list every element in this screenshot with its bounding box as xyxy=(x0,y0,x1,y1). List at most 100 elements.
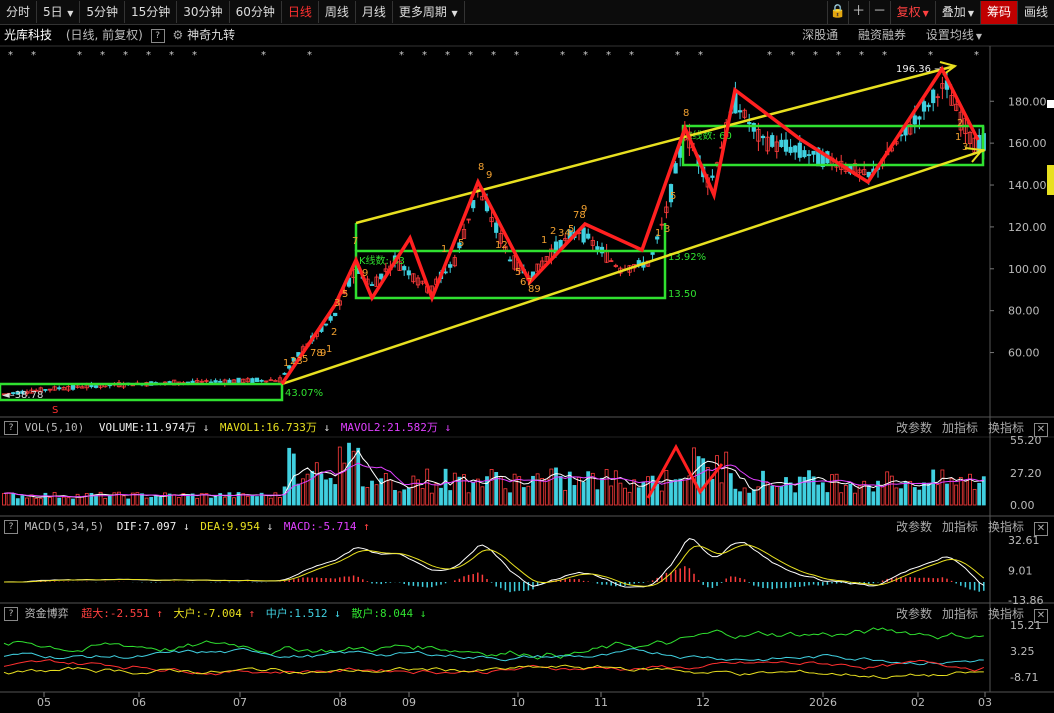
candle xyxy=(866,171,871,178)
switch-indicator-button[interactable]: 换指标 xyxy=(987,607,1024,621)
vol-bar xyxy=(71,498,75,506)
tab-3[interactable]: 15分钟 xyxy=(125,1,178,23)
vol-bar xyxy=(535,473,540,506)
zoom-out-icon[interactable]: － xyxy=(868,1,890,24)
vol-bar xyxy=(485,476,489,506)
lock-icon[interactable]: 🔒 xyxy=(826,1,848,24)
switch-indicator-button[interactable]: 换指标 xyxy=(987,520,1024,534)
candle xyxy=(737,110,743,113)
tab-5[interactable]: 60分钟 xyxy=(230,1,282,23)
td-label: 9 xyxy=(486,170,492,181)
draw-line-button[interactable]: 画线 xyxy=(1016,1,1054,24)
vol-bar xyxy=(222,496,227,506)
candle xyxy=(494,222,499,233)
vol-bar xyxy=(462,474,466,506)
vol-bar xyxy=(15,498,20,506)
vol-value: VOLUME:11.974万 xyxy=(98,421,196,434)
vol-bar xyxy=(756,486,761,506)
indicator-name[interactable]: 神奇九转 xyxy=(187,28,236,42)
vol-bar xyxy=(751,489,756,506)
x-tick-label: 05 xyxy=(37,696,51,709)
td-label: 12 xyxy=(495,240,508,251)
tab-1[interactable]: 5日 ▼ xyxy=(37,1,81,23)
vol-bar xyxy=(738,491,742,506)
help-icon[interactable]: ? xyxy=(150,28,165,43)
candle xyxy=(949,95,954,106)
vol-bar xyxy=(439,487,443,506)
link-ma-settings[interactable]: 设置均线 xyxy=(925,28,974,42)
vol-bar xyxy=(319,473,324,506)
vol-y-tick: 27.20 xyxy=(1010,467,1042,480)
retail-value: 散户:8.044 xyxy=(351,607,414,620)
tab-9[interactable]: 更多周期 ▼ xyxy=(393,1,465,23)
td-label: 1 xyxy=(441,244,447,255)
fund-line-3 xyxy=(3,664,984,679)
vol-bar xyxy=(563,489,568,506)
chips-button[interactable]: 筹码 xyxy=(979,1,1017,24)
zoom-in-icon[interactable]: ＋ xyxy=(847,1,869,24)
vol-bar xyxy=(843,484,848,506)
tab-7[interactable]: 周线 xyxy=(319,1,356,23)
vol-bar xyxy=(954,484,959,506)
settings-icon[interactable]: ⚙ xyxy=(172,28,184,42)
candle xyxy=(277,377,283,383)
overlay-button[interactable]: 叠加 ▼ xyxy=(934,1,980,24)
candle xyxy=(940,83,945,89)
candle xyxy=(774,141,779,152)
close-icon[interactable]: ✕ xyxy=(1034,609,1048,623)
candle xyxy=(250,378,255,384)
link-margin[interactable]: 融资融券 xyxy=(857,28,906,42)
vol-bar xyxy=(301,478,305,506)
signal-marker: * xyxy=(169,50,174,61)
candle xyxy=(369,284,375,286)
edit-params-button[interactable]: 改参数 xyxy=(895,520,932,534)
vol-bar xyxy=(687,475,692,506)
td-label: 23 xyxy=(290,356,303,367)
tab-0[interactable]: 分时 xyxy=(0,1,38,23)
arrow-head xyxy=(939,61,958,76)
tab-6[interactable]: 日线 xyxy=(282,1,319,23)
edit-params-button[interactable]: 改参数 xyxy=(895,607,932,621)
vol-bar xyxy=(195,497,200,506)
close-icon[interactable]: ✕ xyxy=(1034,423,1048,437)
add-indicator-button[interactable]: 加指标 xyxy=(941,607,978,621)
help-icon[interactable]: ? xyxy=(4,421,18,435)
candle xyxy=(411,273,416,283)
candle xyxy=(29,389,34,394)
signal-marker: * xyxy=(629,50,634,61)
help-icon[interactable]: ? xyxy=(4,607,18,621)
vol-bar xyxy=(862,480,867,506)
tab-2[interactable]: 5分钟 xyxy=(80,1,125,23)
link-sgt[interactable]: 深股通 xyxy=(802,28,839,42)
pct-label-lower: 43.07% xyxy=(285,388,323,399)
candle xyxy=(862,169,867,176)
box-1 xyxy=(0,382,284,402)
candle xyxy=(668,184,674,203)
fuquan-button[interactable]: 复权 ▼ xyxy=(889,1,935,24)
help-icon[interactable]: ? xyxy=(4,520,18,534)
macd-header: ? MACD(5,34,5) DIF:7.097 ↓ DEA:9.954 ↓ M… xyxy=(0,518,1054,536)
add-indicator-button[interactable]: 加指标 xyxy=(941,421,978,435)
tab-4[interactable]: 30分钟 xyxy=(177,1,230,23)
vol-bar xyxy=(839,492,844,506)
vol-bar xyxy=(779,485,784,506)
candle xyxy=(544,256,549,263)
vol-bar xyxy=(797,476,802,506)
signal-marker: * xyxy=(606,50,611,61)
add-indicator-button[interactable]: 加指标 xyxy=(941,520,978,534)
vol-header: ? VOL(5,10) VOLUME:11.974万 ↓ MAVOL1:16.7… xyxy=(0,419,1054,437)
vol-bar xyxy=(34,497,39,506)
vol-bar xyxy=(153,495,158,506)
vol-bar xyxy=(282,486,287,506)
edit-params-button[interactable]: 改参数 xyxy=(895,421,932,435)
candle xyxy=(535,263,540,272)
vol-bar xyxy=(701,458,706,506)
vol-bar xyxy=(103,497,108,506)
vol-bar xyxy=(811,476,816,506)
close-icon[interactable]: ✕ xyxy=(1034,522,1048,536)
vol-bar xyxy=(328,477,333,506)
tab-8[interactable]: 月线 xyxy=(356,1,393,23)
candle xyxy=(254,377,260,382)
switch-indicator-button[interactable]: 换指标 xyxy=(987,421,1024,435)
